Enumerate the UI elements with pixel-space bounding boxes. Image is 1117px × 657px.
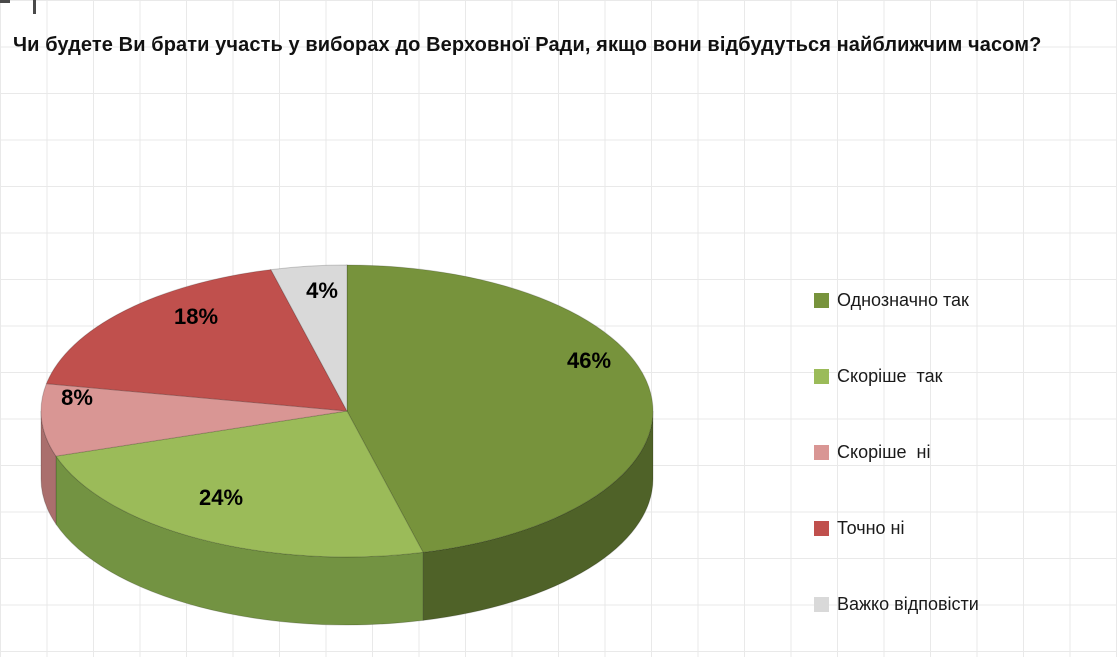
legend-label: Однозначно так xyxy=(837,290,969,310)
pie-value-label: 18% xyxy=(174,304,218,329)
chart-title: Чи будете Ви брати участь у виборах до В… xyxy=(13,34,1042,56)
pie-slice xyxy=(346,264,654,553)
legend-item: Однозначно так xyxy=(814,291,979,309)
crop-artifact-tick xyxy=(33,0,36,14)
legend-swatch xyxy=(814,520,829,536)
legend-item: Скоріше так xyxy=(814,367,979,385)
legend-swatch xyxy=(814,292,829,308)
legend-item: Скоріше ні xyxy=(814,443,979,461)
legend-swatch xyxy=(814,368,829,384)
pie-value-label: 24% xyxy=(199,485,243,510)
pie-value-label: 4% xyxy=(306,278,338,303)
pie-slice xyxy=(270,264,348,412)
legend-label: Точно ні xyxy=(837,518,905,538)
legend-swatch xyxy=(814,444,829,460)
pie-value-label: 46% xyxy=(567,348,611,373)
legend-item: Точно ні xyxy=(814,519,979,537)
legend: Однозначно так Скоріше так Скоріше ні То… xyxy=(814,291,979,613)
legend-label: Скоріше так xyxy=(837,366,943,386)
pie-slice xyxy=(45,269,348,412)
legend-label: Важко відповісти xyxy=(837,594,979,614)
crop-artifact-line xyxy=(0,0,10,3)
pie-slice xyxy=(40,383,348,457)
pie-slice xyxy=(55,410,424,558)
legend-item: Важко відповісти xyxy=(814,595,979,613)
legend-label: Скоріше ні xyxy=(837,442,931,462)
legend-swatch xyxy=(814,596,829,612)
pie-value-label: 8% xyxy=(61,385,93,410)
